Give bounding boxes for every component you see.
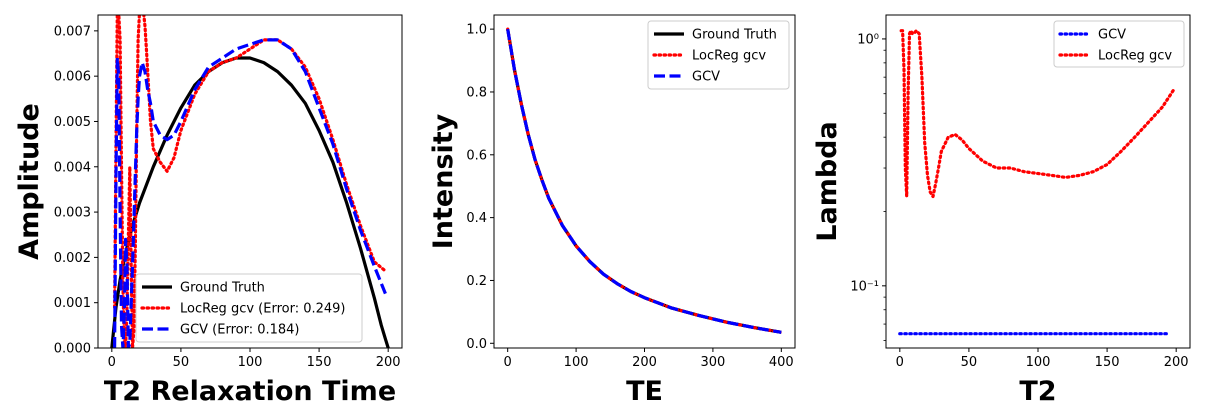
x-tick-label: 100	[238, 355, 263, 370]
legend-box	[135, 273, 363, 343]
y-tick-label: 0.004	[54, 160, 91, 175]
legend-entry-label: Ground Truth	[692, 28, 777, 43]
series-group	[898, 29, 1176, 336]
legend: Ground Truth LocReg gcv (Error: 0.249) GCV…	[135, 273, 363, 343]
x-tick-label: 200	[632, 355, 657, 370]
y-axis-label: Lambda	[812, 121, 843, 241]
x-tick-label: 0	[504, 355, 512, 370]
legend-entry-label: Ground Truth	[180, 281, 265, 296]
subplot-intensity: 0 100 200 300 400 0.0 0.2 0.4 0.6 0.8 1.0 TE Intensi…	[428, 14, 796, 407]
legend-entry-label: GCV (Error: 0.184)	[180, 323, 300, 338]
series-line-2	[506, 28, 782, 334]
x-axis-label: T2 Relaxation Time	[104, 376, 396, 407]
legend-entry-label: GCV	[692, 70, 720, 85]
series-group	[506, 27, 783, 334]
y-tick-label: 1.0	[466, 23, 487, 38]
y-tick-label: 10⁰	[857, 32, 879, 47]
series-line-2	[113, 38, 387, 348]
legend-entry-label: GCV	[1098, 28, 1126, 43]
y-tick-label: 0.002	[54, 251, 91, 266]
x-tick-label: 200	[1164, 355, 1189, 370]
x-tick-label: 100	[1026, 355, 1051, 370]
y-tick-label: 10⁻¹	[850, 279, 879, 294]
y-tick-label: 0.001	[54, 296, 91, 311]
legend: GCV LocReg gcv	[1053, 20, 1185, 68]
legend: Ground Truth LocReg gcv GCV	[647, 20, 790, 90]
x-tick-label: 100	[564, 355, 589, 370]
x-tick-label: 150	[307, 355, 332, 370]
legend-box	[647, 20, 790, 90]
series-line-1	[899, 29, 1176, 199]
y-tick-label: 0.007	[54, 24, 91, 39]
x-tick-label: 300	[700, 355, 725, 370]
series-group	[110, 15, 390, 348]
x-tick-label: 150	[1095, 355, 1120, 370]
legend-entry-label: LocReg gcv (Error: 0.249)	[180, 302, 346, 317]
x-axis-label: TE	[626, 376, 663, 407]
x-tick-label: 50	[961, 355, 978, 370]
subplot-lambda: 0 50 100 150 200 10⁻¹ 10⁰ T2 Lambda GCV LocReg gcv	[812, 14, 1191, 407]
x-tick-label: 0	[896, 355, 904, 370]
y-tick-label: 0.0	[466, 337, 487, 352]
legend-entry-label: LocReg gcv	[692, 49, 766, 64]
legend-entry-label: LocReg gcv	[1098, 49, 1172, 64]
y-tick-label: 0.8	[466, 85, 487, 100]
y-axis-label: Amplitude	[14, 103, 45, 260]
y-tick-label: 0.003	[54, 206, 91, 221]
y-tick-label: 0.2	[466, 274, 487, 289]
x-tick-label: 50	[173, 355, 190, 370]
x-tick-label: 400	[769, 355, 794, 370]
y-tick-label: 0.000	[54, 342, 91, 357]
subplot-amplitude: 0 50 100 150 200 0.000 0.001 0.002 0.003 0.004 0.0…	[14, 14, 403, 407]
y-tick-label: 0.4	[466, 211, 487, 226]
y-tick-label: 0.6	[466, 148, 487, 163]
x-axis-label: T2	[1019, 376, 1056, 407]
x-tick-label: 200	[376, 355, 401, 370]
x-tick-label: 0	[108, 355, 116, 370]
y-axis-label: Intensity	[428, 113, 459, 249]
y-tick-label: 0.005	[54, 115, 91, 130]
y-tick-label: 0.006	[54, 70, 91, 85]
